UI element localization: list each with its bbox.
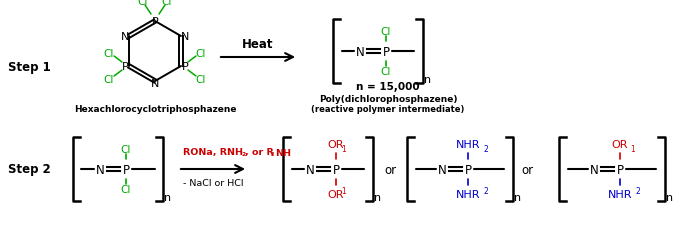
Text: P: P — [382, 45, 389, 58]
Text: Cl: Cl — [381, 27, 391, 37]
Text: Cl: Cl — [196, 75, 206, 85]
Text: n: n — [514, 192, 522, 202]
Text: Cl: Cl — [381, 67, 391, 77]
Text: , or R: , or R — [245, 148, 274, 157]
Text: ₂: ₂ — [271, 148, 274, 157]
Text: Step 1: Step 1 — [8, 61, 50, 74]
Text: N: N — [96, 163, 104, 176]
Text: n: n — [424, 75, 432, 85]
Text: NHR: NHR — [456, 189, 480, 199]
Text: n: n — [164, 192, 172, 202]
Text: N: N — [438, 163, 447, 176]
Text: NHR: NHR — [608, 189, 632, 199]
Text: Cl: Cl — [121, 184, 131, 194]
Text: Heat: Heat — [242, 38, 274, 51]
Text: Poly(dichlorophosphazene): Poly(dichlorophosphazene) — [318, 94, 457, 103]
Text: 1: 1 — [630, 144, 635, 153]
Text: N: N — [306, 163, 314, 176]
Text: or: or — [521, 163, 533, 176]
Text: P: P — [332, 163, 340, 176]
Text: 2: 2 — [636, 186, 641, 195]
Text: 2: 2 — [484, 144, 489, 153]
Text: Cl: Cl — [104, 49, 114, 59]
Text: (reactive polymer intermediate): (reactive polymer intermediate) — [312, 104, 465, 113]
Text: Cl: Cl — [104, 75, 114, 85]
Text: P: P — [122, 62, 128, 72]
Text: RONa, RNH: RONa, RNH — [183, 148, 243, 157]
Text: N: N — [121, 32, 130, 42]
Text: P: P — [181, 62, 188, 72]
Text: Hexachlorocyclotriphosphazene: Hexachlorocyclotriphosphazene — [74, 105, 237, 114]
Text: N: N — [589, 163, 598, 176]
Text: OR: OR — [328, 139, 344, 149]
Text: P: P — [152, 17, 158, 27]
Text: 2: 2 — [484, 186, 489, 195]
Text: N: N — [356, 45, 365, 58]
Text: 1: 1 — [342, 186, 346, 195]
Text: OR: OR — [328, 189, 344, 199]
Text: n: n — [666, 192, 673, 202]
Text: Cl: Cl — [121, 144, 131, 154]
Text: OR: OR — [612, 139, 629, 149]
Text: N: N — [181, 32, 189, 42]
Text: ₂: ₂ — [241, 148, 245, 157]
Text: P: P — [617, 163, 624, 176]
Text: - NaCl or HCl: - NaCl or HCl — [183, 178, 244, 187]
Text: Cl: Cl — [162, 0, 172, 7]
Text: Step 2: Step 2 — [8, 163, 50, 176]
Text: Cl: Cl — [138, 0, 148, 7]
Text: n: n — [374, 192, 382, 202]
Text: n = 15,000: n = 15,000 — [356, 82, 420, 92]
Text: P: P — [122, 163, 130, 176]
Text: or: or — [384, 163, 396, 176]
Text: 1: 1 — [342, 144, 346, 153]
Text: P: P — [465, 163, 472, 176]
Text: NH: NH — [275, 148, 291, 157]
Text: NHR: NHR — [456, 139, 480, 149]
Text: Cl: Cl — [196, 49, 206, 59]
Text: N: N — [150, 79, 159, 89]
